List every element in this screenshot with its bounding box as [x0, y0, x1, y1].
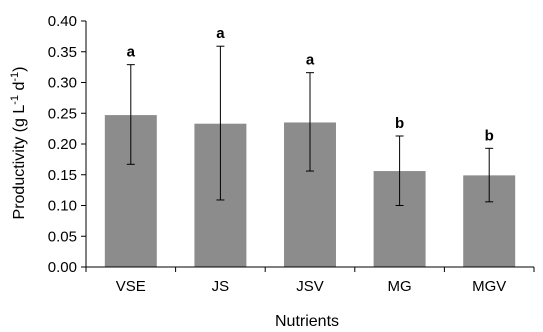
y-tick-label: 0.25 — [48, 105, 77, 122]
significance-label: a — [306, 52, 315, 69]
x-tick-label: JS — [212, 278, 230, 295]
y-tick-label: 0.20 — [48, 136, 77, 153]
y-tick-label: 0.00 — [48, 259, 77, 276]
significance-label: b — [485, 127, 494, 144]
y-tick-label: 0.40 — [48, 13, 77, 30]
y-tick-label: 0.05 — [48, 228, 77, 245]
x-tick-label: VSE — [116, 278, 146, 295]
significance-label: a — [127, 44, 136, 61]
x-axis-title: Nutrients — [275, 313, 339, 330]
x-axis: VSE JS JSV MG MGV — [85, 266, 535, 295]
x-tick-label: MGV — [472, 278, 506, 295]
y-tick-label: 0.10 — [48, 198, 77, 215]
significance-labels-group: a a a b b — [127, 25, 494, 144]
x-tick-label: MG — [388, 278, 412, 295]
y-tick-label: 0.30 — [48, 75, 77, 92]
y-axis: 0.00 0.05 0.10 0.15 0.20 0.25 0.30 0.35 0.40 — [48, 13, 87, 276]
significance-label: b — [395, 115, 404, 132]
y-axis-title: Productivity (g L-1 d-1) — [9, 67, 28, 220]
y-tick-label: 0.35 — [48, 44, 77, 61]
y-tick-label: 0.15 — [48, 167, 77, 184]
error-bars-group — [126, 45, 494, 206]
significance-label: a — [216, 25, 225, 42]
x-tick-label: JSV — [296, 278, 324, 295]
